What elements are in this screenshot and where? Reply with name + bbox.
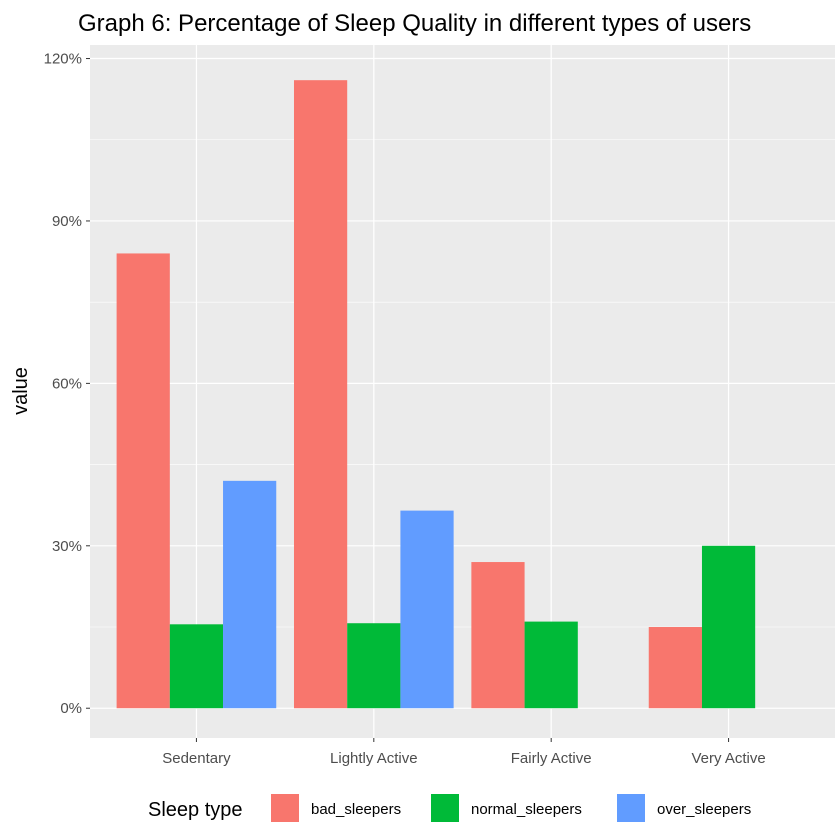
legend: Sleep type bad_sleepers normal_sleepers ov… bbox=[148, 794, 751, 822]
bar-bad_sleepers bbox=[471, 562, 525, 709]
bar-normal_sleepers bbox=[701, 545, 756, 709]
chart-title: Graph 6: Percentage of Sleep Quality in … bbox=[78, 10, 751, 37]
bar-normal_sleepers bbox=[169, 624, 224, 709]
legend-key-normal_sleepers bbox=[431, 794, 459, 822]
bar-bad_sleepers bbox=[293, 80, 348, 709]
bar-bad_sleepers bbox=[116, 253, 170, 709]
y-tick-label: 0% bbox=[60, 700, 82, 717]
bar-over_sleepers bbox=[223, 480, 277, 709]
x-tick-label: Lightly Active bbox=[330, 750, 418, 767]
legend-key-bad_sleepers bbox=[271, 794, 299, 822]
bar-normal_sleepers bbox=[347, 623, 401, 709]
y-tick-label: 90% bbox=[52, 213, 82, 230]
x-tick-label: Very Active bbox=[691, 750, 765, 767]
y-tick-label: 60% bbox=[52, 375, 82, 392]
legend-label-over_sleepers: over_sleepers bbox=[657, 801, 751, 818]
x-tick-label: Fairly Active bbox=[511, 750, 592, 767]
legend-title: Sleep type bbox=[148, 799, 243, 821]
axes: 0% 30% 60% 90% 120% Sedentary Lightly Active Fa… bbox=[44, 51, 766, 767]
bar-bad_sleepers bbox=[648, 627, 702, 709]
bars bbox=[116, 80, 756, 709]
legend-label-bad_sleepers: bad_sleepers bbox=[311, 801, 401, 818]
y-tick-label: 30% bbox=[52, 538, 82, 555]
y-tick-label: 120% bbox=[44, 51, 82, 68]
y-axis-title: value bbox=[10, 367, 32, 415]
bar-over_sleepers bbox=[400, 510, 454, 709]
legend-key-over_sleepers bbox=[617, 794, 645, 822]
bar-normal_sleepers bbox=[524, 621, 578, 709]
legend-label-normal_sleepers: normal_sleepers bbox=[471, 801, 582, 818]
grid-lines bbox=[90, 45, 835, 738]
x-tick-label: Sedentary bbox=[162, 750, 231, 767]
